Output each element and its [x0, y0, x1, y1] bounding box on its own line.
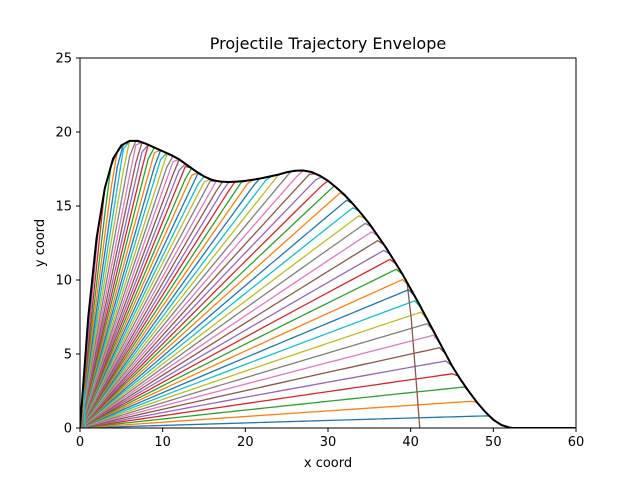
y-axis-ticks: 0 5 10 15 20 25 — [55, 52, 80, 437]
y-tick-label: 5 — [64, 348, 72, 363]
trajectory-line — [80, 222, 576, 428]
y-axis-label: y coord — [33, 219, 48, 267]
trajectory-line — [80, 322, 576, 428]
trajectory-line — [80, 146, 576, 428]
envelope-layer — [80, 139, 576, 428]
trajectory-line — [80, 299, 576, 428]
trajectory-line — [80, 158, 576, 428]
y-tick-label: 20 — [55, 126, 72, 141]
chart-title: Projectile Trajectory Envelope — [210, 34, 446, 53]
y-tick-label: 15 — [55, 200, 72, 215]
x-tick-label: 40 — [402, 435, 419, 450]
x-tick-label: 0 — [76, 435, 84, 450]
x-tick-label: 20 — [237, 435, 254, 450]
y-tick-label: 10 — [55, 274, 72, 289]
trajectory-line — [80, 180, 576, 428]
trajectory-curves — [80, 140, 576, 428]
trajectory-line — [80, 158, 576, 428]
x-tick-label: 30 — [320, 435, 337, 450]
y-tick-label: 0 — [64, 422, 72, 437]
x-tick-label: 10 — [154, 435, 171, 450]
x-tick-label: 50 — [485, 435, 502, 450]
x-tick-label: 60 — [568, 435, 585, 450]
trajectory-line — [80, 288, 576, 428]
envelope-line — [80, 139, 576, 428]
x-axis-ticks: 0 10 20 30 40 50 60 — [76, 428, 584, 450]
x-axis-label: x coord — [304, 456, 352, 471]
y-tick-label: 25 — [55, 52, 72, 67]
